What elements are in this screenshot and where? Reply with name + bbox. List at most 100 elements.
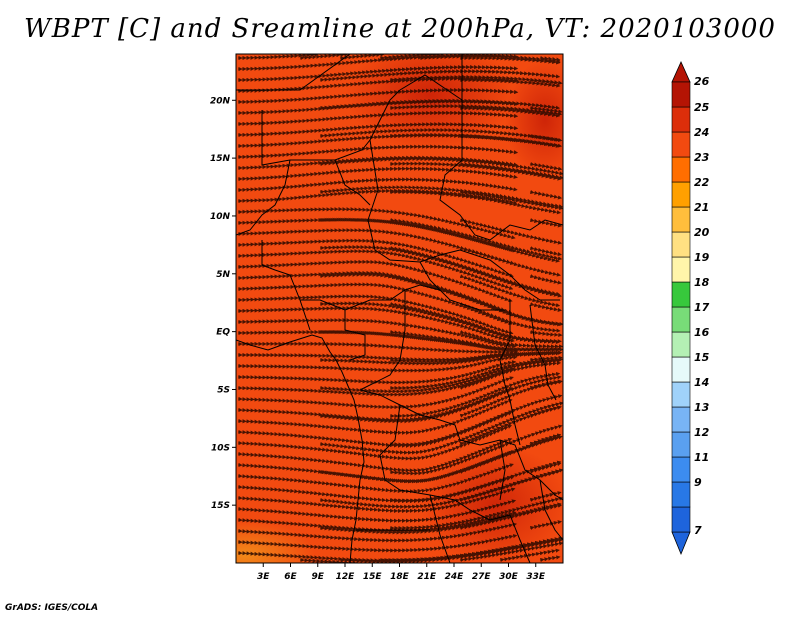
wbpt-warm-patch-south — [420, 445, 563, 563]
lon-label: 24E — [445, 572, 465, 582]
colorbar-label: 20 — [694, 226, 710, 239]
streamline — [237, 177, 518, 193]
colorbar-label: 12 — [694, 426, 710, 439]
colorbar-label: 9 — [694, 476, 702, 489]
colorbar-swatch — [671, 306, 691, 333]
colorbar-label: 7 — [694, 524, 702, 537]
border-line — [499, 439, 506, 501]
streamline — [459, 302, 561, 333]
colorbar-swatch — [671, 256, 691, 283]
colorbar-label: 11 — [694, 451, 709, 464]
streamline — [459, 105, 561, 118]
streamline — [459, 133, 561, 148]
border-line — [459, 439, 563, 501]
border-line — [261, 240, 311, 331]
lat-label: 20N — [210, 96, 231, 106]
colorbar-swatch — [671, 156, 691, 183]
border-line — [236, 54, 351, 91]
streamline — [459, 189, 563, 211]
wbpt-warm-patch-northeast — [505, 60, 563, 180]
border-line — [509, 514, 531, 563]
streamline — [237, 122, 519, 138]
border-line — [236, 159, 291, 236]
streamline — [319, 69, 561, 83]
streamline — [459, 469, 561, 502]
colorbar-swatch — [671, 381, 691, 408]
lon-label: 15E — [363, 572, 383, 582]
streamline — [459, 218, 563, 245]
streamline — [319, 98, 561, 111]
colorbar-upper-tip — [671, 61, 691, 83]
colorbar-label: 23 — [694, 151, 710, 164]
country-borders — [236, 54, 563, 563]
border-line — [439, 100, 491, 241]
colorbar-label: 14 — [694, 376, 709, 389]
border-line — [499, 300, 521, 446]
streamline — [529, 246, 562, 257]
border-line — [419, 261, 505, 311]
lon-label: 27E — [472, 572, 492, 582]
streamline — [529, 105, 563, 114]
border-line — [379, 404, 511, 521]
colorbar-label: 13 — [694, 401, 710, 414]
lat-label: 10S — [211, 443, 230, 453]
colorbar-label: 19 — [694, 251, 710, 264]
lon-label: 6E — [284, 572, 297, 582]
lat-label: 5S — [217, 385, 230, 395]
streamline — [529, 274, 562, 285]
lon-label: 3E — [257, 572, 270, 582]
border-line — [539, 479, 563, 541]
streamline — [529, 302, 562, 312]
colorbar-label: 26 — [694, 75, 710, 88]
streamline — [499, 548, 560, 563]
lon-label: 18E — [390, 572, 410, 582]
streamline — [539, 56, 561, 62]
border-line — [489, 219, 563, 241]
streamline — [339, 54, 385, 61]
border-line — [459, 249, 560, 301]
latitude-labels: 20N 15N 10N 5N EQ 5S 10S 15S — [210, 96, 236, 511]
colorbar-swatch — [671, 131, 691, 158]
streamline — [529, 133, 563, 143]
lon-label: 12E — [336, 572, 356, 582]
border-line — [367, 139, 461, 263]
colorbar-swatch — [671, 181, 691, 208]
grads-credit: GrADS: IGES/COLA — [5, 603, 99, 613]
colorbar-label: 16 — [694, 326, 710, 339]
streamline — [299, 54, 349, 61]
border-line — [359, 290, 406, 391]
lon-label: 30E — [499, 572, 519, 582]
colorbar-swatch — [671, 281, 691, 308]
lat-label: 10N — [210, 212, 231, 222]
lon-label: 33E — [526, 572, 546, 582]
colorbar-label: 15 — [694, 351, 710, 364]
colorbar-label: 24 — [694, 126, 709, 139]
colorbar-swatch — [671, 456, 691, 483]
streamline — [459, 246, 561, 277]
streamline — [237, 144, 519, 160]
border-line — [344, 310, 366, 361]
colorbar-label: 21 — [694, 201, 709, 214]
colorbar-swatch — [671, 81, 691, 108]
colorbar-swatch — [671, 206, 691, 233]
lat-label: 15S — [211, 501, 230, 511]
colorbar-swatch — [671, 431, 691, 458]
streamline — [529, 161, 563, 171]
colorbar: 7 9 11 12 13 14 15 16 17 18 19 20 21 22 23 24 25 26 — [671, 61, 710, 556]
lon-label: 21E — [417, 572, 437, 582]
streamline — [529, 330, 563, 338]
streamline — [459, 330, 563, 349]
border-line — [359, 389, 461, 441]
map-title: WBPT [C] and Sreamline at 200hPa, VT: 20… — [24, 14, 776, 44]
colorbar-swatch — [671, 106, 691, 133]
streamline — [529, 520, 562, 530]
streamline — [459, 161, 563, 180]
longitude-labels: 3E 6E 9E 12E 15E 18E 21E 24E 27E 30E 33E — [257, 563, 546, 582]
colorbar-label: 25 — [694, 101, 710, 114]
colorbar-label: 17 — [694, 301, 710, 314]
colorbar-swatch — [671, 331, 691, 358]
colorbar-label: 18 — [694, 276, 710, 289]
colorbar-swatch — [671, 356, 691, 383]
border-line — [300, 284, 441, 311]
